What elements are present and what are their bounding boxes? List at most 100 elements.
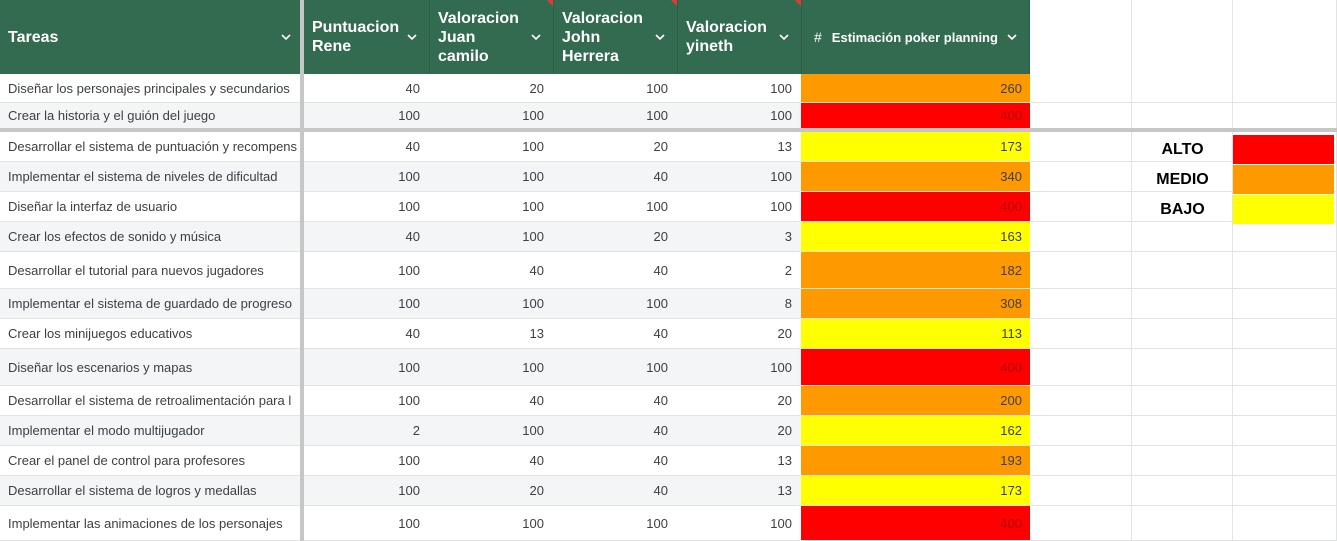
header-puntuacion-rene[interactable]: Puntuacion Rene <box>304 0 430 74</box>
empty-cell[interactable] <box>1132 386 1233 415</box>
empty-cell[interactable] <box>1132 192 1233 221</box>
rene-score-cell[interactable]: 40 <box>303 319 429 348</box>
john-score-cell[interactable]: 100 <box>553 192 677 221</box>
chevron-down-icon[interactable] <box>529 30 543 44</box>
task-cell[interactable]: Diseñar los escenarios y mapas <box>0 349 303 385</box>
rene-score-cell[interactable]: 100 <box>303 476 429 505</box>
legend-medio-swatch[interactable] <box>1233 165 1334 194</box>
chevron-down-icon[interactable] <box>777 30 791 44</box>
john-score-cell[interactable]: 20 <box>553 222 677 251</box>
empty-cell[interactable] <box>1132 162 1233 191</box>
john-score-cell[interactable]: 100 <box>553 349 677 385</box>
chevron-down-icon[interactable] <box>653 30 667 44</box>
empty-cell[interactable] <box>1132 446 1233 475</box>
legend-alto-swatch[interactable] <box>1233 135 1334 164</box>
rene-score-cell[interactable]: 2 <box>303 416 429 445</box>
yineth-score-cell[interactable]: 8 <box>677 289 801 318</box>
legend-bajo-swatch[interactable] <box>1233 195 1334 224</box>
empty-cell[interactable] <box>1233 416 1337 445</box>
empty-cell[interactable] <box>1233 446 1337 475</box>
empty-cell[interactable] <box>1132 252 1233 288</box>
yineth-score-cell[interactable]: 13 <box>677 132 801 161</box>
empty-cell[interactable] <box>1233 386 1337 415</box>
comment-indicator-icon[interactable] <box>795 0 801 6</box>
empty-cell[interactable] <box>1030 132 1132 161</box>
header-valoracion-yineth[interactable]: Valoracion yineth <box>678 0 802 74</box>
empty-cell[interactable] <box>1132 349 1233 385</box>
task-cell[interactable]: Desarrollar el sistema de retroalimentac… <box>0 386 303 415</box>
yineth-score-cell[interactable]: 20 <box>677 416 801 445</box>
task-cell[interactable]: Crear los efectos de sonido y música <box>0 222 303 251</box>
estimacion-cell[interactable]: 163 <box>801 222 1030 251</box>
estimacion-cell[interactable]: 400 <box>801 349 1030 385</box>
yineth-score-cell[interactable]: 100 <box>677 103 801 128</box>
task-cell[interactable]: Diseñar la interfaz de usuario <box>0 192 303 221</box>
juan-score-cell[interactable]: 40 <box>429 386 553 415</box>
empty-cell[interactable] <box>1030 252 1132 288</box>
john-score-cell[interactable]: 40 <box>553 319 677 348</box>
yineth-score-cell[interactable]: 100 <box>677 506 801 540</box>
juan-score-cell[interactable]: 100 <box>429 289 553 318</box>
freeze-divider-vertical[interactable] <box>300 0 304 541</box>
estimacion-cell[interactable]: 182 <box>801 252 1030 288</box>
header-valoracion-juan[interactable]: Valoracion Juan camilo <box>430 0 554 74</box>
empty-cell[interactable] <box>1233 506 1337 540</box>
juan-score-cell[interactable]: 40 <box>429 252 553 288</box>
john-score-cell[interactable]: 40 <box>553 162 677 191</box>
rene-score-cell[interactable]: 100 <box>303 103 429 128</box>
yineth-score-cell[interactable]: 13 <box>677 476 801 505</box>
header-tareas[interactable]: Tareas <box>0 0 304 74</box>
empty-cell[interactable] <box>1132 289 1233 318</box>
empty-cell[interactable] <box>1132 476 1233 505</box>
juan-score-cell[interactable]: 20 <box>429 74 553 102</box>
chevron-down-icon[interactable] <box>405 30 419 44</box>
empty-cell[interactable] <box>1030 386 1132 415</box>
task-cell[interactable]: Implementar las animaciones de los perso… <box>0 506 303 540</box>
empty-cell[interactable] <box>1030 319 1132 348</box>
yineth-score-cell[interactable]: 20 <box>677 386 801 415</box>
juan-score-cell[interactable]: 100 <box>429 349 553 385</box>
empty-cell[interactable] <box>1030 192 1132 221</box>
john-score-cell[interactable]: 40 <box>553 476 677 505</box>
estimacion-cell[interactable]: 200 <box>801 386 1030 415</box>
juan-score-cell[interactable]: 100 <box>429 103 553 128</box>
estimacion-cell[interactable]: 162 <box>801 416 1030 445</box>
rene-score-cell[interactable]: 100 <box>303 252 429 288</box>
chevron-down-icon[interactable] <box>1005 30 1019 44</box>
empty-cell[interactable] <box>1132 222 1233 251</box>
yineth-score-cell[interactable]: 100 <box>677 349 801 385</box>
task-cell[interactable]: Crear el panel de control para profesore… <box>0 446 303 475</box>
yineth-score-cell[interactable]: 3 <box>677 222 801 251</box>
task-cell[interactable]: Desarrollar el tutorial para nuevos juga… <box>0 252 303 288</box>
task-cell[interactable]: Diseñar los personajes principales y sec… <box>0 74 303 102</box>
juan-score-cell[interactable]: 100 <box>429 132 553 161</box>
juan-score-cell[interactable]: 100 <box>429 162 553 191</box>
estimacion-cell[interactable]: 308 <box>801 289 1030 318</box>
rene-score-cell[interactable]: 40 <box>303 132 429 161</box>
john-score-cell[interactable]: 40 <box>553 446 677 475</box>
task-cell[interactable]: Desarrollar el sistema de puntuación y r… <box>0 132 303 161</box>
empty-cell[interactable] <box>1132 319 1233 348</box>
rene-score-cell[interactable]: 100 <box>303 192 429 221</box>
juan-score-cell[interactable]: 13 <box>429 319 553 348</box>
john-score-cell[interactable]: 20 <box>553 132 677 161</box>
empty-cell[interactable] <box>1233 289 1337 318</box>
empty-cell[interactable] <box>1030 162 1132 191</box>
rene-score-cell[interactable]: 40 <box>303 74 429 102</box>
header-valoracion-john[interactable]: Valoracion John Herrera <box>554 0 678 74</box>
rene-score-cell[interactable]: 100 <box>303 162 429 191</box>
yineth-score-cell[interactable]: 100 <box>677 162 801 191</box>
estimacion-cell[interactable]: 173 <box>801 132 1030 161</box>
empty-cell[interactable] <box>1233 476 1337 505</box>
rene-score-cell[interactable]: 100 <box>303 506 429 540</box>
empty-cell[interactable] <box>1030 446 1132 475</box>
john-score-cell[interactable]: 40 <box>553 252 677 288</box>
estimacion-cell[interactable]: 400 <box>801 192 1030 221</box>
estimacion-cell[interactable]: 340 <box>801 162 1030 191</box>
yineth-score-cell[interactable]: 20 <box>677 319 801 348</box>
yineth-score-cell[interactable]: 2 <box>677 252 801 288</box>
comment-indicator-icon[interactable] <box>671 0 677 6</box>
juan-score-cell[interactable]: 20 <box>429 476 553 505</box>
yineth-score-cell[interactable]: 100 <box>677 74 801 102</box>
rene-score-cell[interactable]: 100 <box>303 386 429 415</box>
